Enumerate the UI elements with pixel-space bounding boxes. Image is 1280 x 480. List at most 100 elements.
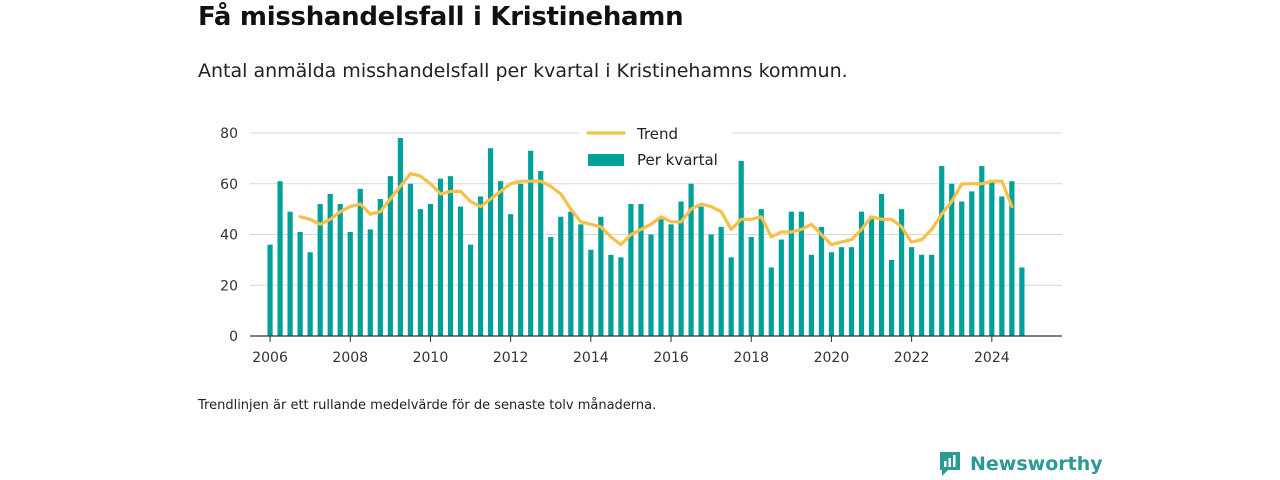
bar [538, 171, 544, 336]
bar [748, 237, 754, 336]
bar [548, 237, 554, 336]
x-tick-label: 2006 [252, 350, 288, 366]
bar [297, 231, 303, 336]
legend-swatch-per-kvartal [588, 154, 624, 166]
bar [768, 267, 774, 336]
bar [778, 239, 784, 336]
bar [718, 226, 724, 336]
y-tick-label: 60 [220, 177, 238, 193]
bar [267, 244, 273, 336]
x-tick-label: 2024 [974, 350, 1010, 366]
bar [578, 224, 584, 336]
bar [487, 148, 494, 336]
bar [658, 219, 664, 336]
bar [999, 196, 1005, 336]
legend-label-trend: Trend [636, 125, 678, 143]
bar [387, 176, 393, 336]
bar [808, 254, 814, 336]
legend-label-per-kvartal: Per kvartal [637, 151, 718, 169]
bar [608, 254, 614, 336]
y-tick-label: 0 [229, 329, 238, 345]
bar [1009, 181, 1015, 336]
x-tick-label: 2022 [894, 350, 930, 366]
bar [447, 176, 454, 336]
bar [638, 204, 644, 336]
bar [618, 257, 624, 336]
x-tick-label: 2012 [493, 350, 529, 366]
bar [277, 181, 283, 336]
bar [467, 244, 474, 336]
newsworthy-logo-icon [940, 452, 960, 476]
bar [568, 211, 574, 336]
bar [848, 247, 855, 336]
chart-footnote: Trendlinjen är ett rullande medelvärde f… [198, 398, 657, 413]
bar [929, 254, 935, 336]
bar [558, 216, 564, 336]
bar [357, 188, 363, 336]
x-tick-label: 2008 [332, 350, 368, 366]
bar [678, 201, 684, 336]
bar [407, 183, 413, 336]
bar [588, 249, 594, 336]
trend-line [298, 172, 1014, 247]
bar [397, 138, 403, 336]
bar [899, 209, 905, 336]
y-tick-label: 80 [220, 126, 238, 142]
bar [648, 234, 654, 336]
bar [457, 206, 464, 336]
bar [347, 231, 353, 336]
bar [798, 211, 804, 336]
bar [708, 234, 714, 336]
chart-subtitle: Antal anmälda misshandelsfall per kvarta… [198, 60, 848, 82]
bar [317, 204, 323, 336]
bar [728, 257, 734, 336]
bar [878, 193, 885, 336]
bar [738, 160, 744, 336]
bar [688, 183, 694, 336]
bar [838, 247, 845, 336]
x-tick-label: 2010 [413, 350, 449, 366]
bar [949, 183, 955, 336]
bar [287, 211, 293, 336]
bar [337, 204, 343, 336]
bar [367, 229, 373, 336]
bar [628, 204, 634, 336]
bar [939, 165, 945, 336]
bar [909, 247, 915, 336]
bar [427, 204, 434, 336]
bar [668, 224, 674, 336]
bar [698, 206, 704, 336]
x-tick-label: 2014 [573, 350, 609, 366]
bar [788, 211, 794, 336]
bar [888, 259, 895, 336]
x-tick-label: 2018 [733, 350, 769, 366]
bar [377, 198, 383, 336]
bar [959, 201, 965, 336]
bar [969, 191, 975, 336]
bar [437, 178, 444, 336]
bar [818, 226, 825, 336]
bar [417, 209, 424, 336]
bar [477, 196, 484, 336]
bar [498, 181, 504, 336]
x-tick-label: 2016 [653, 350, 689, 366]
bar [508, 214, 514, 336]
bar [868, 216, 875, 336]
bar [858, 211, 865, 336]
x-tick-label: 2020 [814, 350, 850, 366]
bar [1019, 267, 1025, 336]
y-tick-label: 20 [220, 278, 238, 294]
brand-logo[interactable]: Newsworthy [938, 450, 1103, 478]
bar [528, 150, 534, 336]
y-tick-label: 40 [220, 228, 238, 244]
bar [989, 181, 995, 336]
bar [828, 252, 835, 336]
bar [327, 193, 333, 336]
bar [979, 165, 985, 336]
brand-name: Newsworthy [970, 453, 1103, 475]
bar [518, 183, 524, 336]
chart-title: Få misshandelsfall i Kristinehamn [198, 2, 684, 32]
bar [307, 252, 313, 336]
bar [758, 209, 764, 336]
